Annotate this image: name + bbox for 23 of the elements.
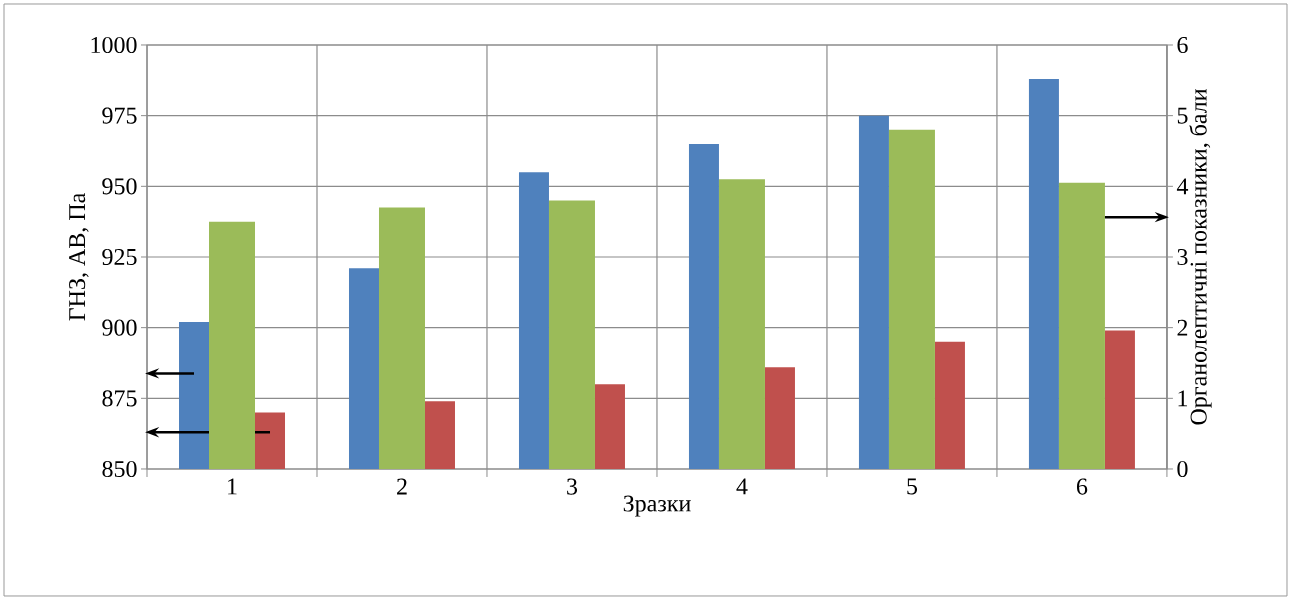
x-tick-label: 5 [907,478,918,495]
x-tick-label: 1 [228,478,237,495]
y-tick-label: 925 [102,248,137,266]
y2-tick-label: 2 [1177,319,1188,336]
y-axis-title: ГНЗ, АВ, Па [69,193,89,321]
x-tick-label: 3 [567,478,578,495]
y2-tick-label: 4 [1176,178,1189,195]
y2-tick-label: 1 [1178,390,1188,407]
y2-tick-label: 0 [1177,460,1188,478]
y-tick-label: 850 [102,460,137,478]
x-tick-label: 6 [1076,478,1088,495]
y2-tick-label: 5 [1177,107,1188,124]
y-tick-label: 975 [102,107,137,124]
y2-axis-title: Органолептичні показники, бали [1189,89,1212,425]
y-tick-label: 900 [102,319,137,336]
y2-tick-label: 6 [1177,36,1188,54]
y-tick-label: 950 [102,178,137,195]
y-tick-label: 875 [102,390,137,407]
x-tick-label: 4 [736,478,748,495]
y2-tick-label: 3 [1177,248,1188,266]
x-tick-label: 2 [397,478,407,495]
x-axis-title: Зразки [623,495,691,517]
y-tick-label: 1000 [91,36,137,54]
